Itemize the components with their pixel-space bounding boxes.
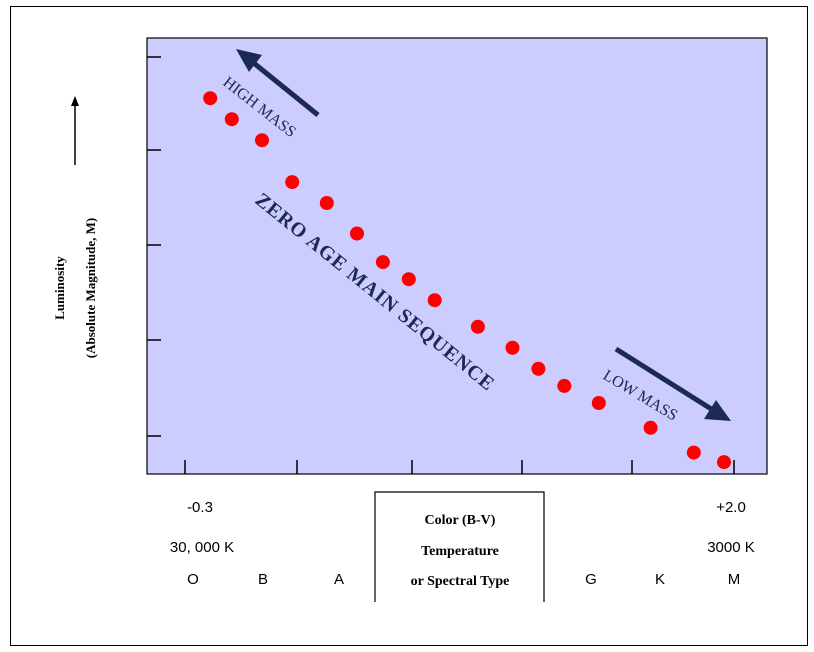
y-axis: [147, 56, 161, 437]
data-point-8: [401, 272, 416, 287]
x-axis-label-box: [374, 491, 545, 602]
data-point-17: [717, 455, 731, 470]
spectral-type-g: G: [585, 571, 597, 588]
x-right-color-label: +2.0: [716, 499, 746, 516]
x-left-temperature-label: 30, 000 K: [170, 539, 234, 556]
x-left-color-label: -0.3: [187, 499, 213, 516]
data-point-5: [319, 196, 334, 210]
data-point-4: [285, 175, 300, 190]
y-axis-label: Luminosity: [52, 256, 67, 320]
x-axis-label-line-2: Temperature: [421, 544, 499, 559]
plot-area: [146, 37, 768, 475]
y-axis-sublabel: (Absolute Magnitude, M): [83, 218, 98, 358]
spectral-type-b: B: [258, 571, 268, 588]
data-point-15: [643, 420, 658, 435]
high-mass-arrow: [236, 49, 320, 117]
data-point-1: [203, 91, 218, 106]
data-point-6: [350, 226, 364, 241]
data-point-10: [470, 319, 485, 334]
luminosity-up-arrow: [71, 96, 79, 165]
x-right-temperature-label: 3000 K: [707, 539, 755, 556]
low-mass-arrow: [614, 346, 731, 421]
data-point-3: [255, 133, 269, 148]
data-point-9: [427, 293, 442, 308]
data-point-16: [686, 445, 701, 460]
data-point-12: [531, 361, 546, 376]
x-axis: [184, 460, 735, 474]
data-points: [203, 91, 731, 470]
x-axis-label-line-3: or Spectral Type: [411, 574, 510, 589]
spectral-type-a: A: [334, 571, 344, 588]
data-point-7: [375, 255, 390, 270]
data-point-11: [505, 340, 520, 355]
data-point-2: [224, 112, 239, 127]
spectral-type-o: O: [187, 571, 199, 588]
data-point-13: [557, 378, 572, 393]
spectral-type-m: M: [728, 571, 741, 588]
x-axis-label-line-1: Color (B-V): [425, 513, 496, 528]
spectral-type-k: K: [655, 571, 665, 588]
data-point-14: [591, 396, 606, 410]
